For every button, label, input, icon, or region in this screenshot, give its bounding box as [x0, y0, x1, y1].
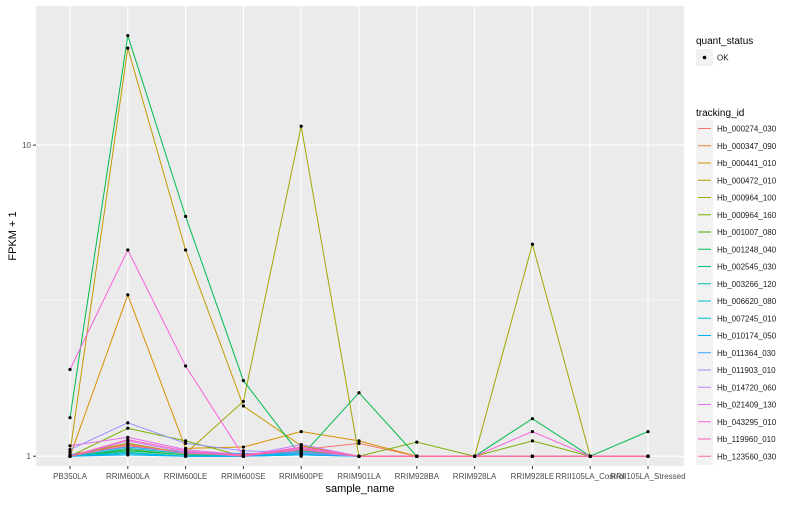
- legend-label-series: Hb_010174_050: [717, 332, 777, 341]
- legend-label-series: Hb_000274_030: [717, 125, 777, 134]
- grid-lines: [36, 6, 684, 466]
- legend-label-series: Hb_000472_010: [717, 176, 777, 185]
- data-point: [126, 438, 130, 442]
- data-point: [530, 417, 535, 421]
- legend-label-series: Hb_021409_130: [717, 401, 777, 410]
- data-point: [126, 442, 130, 447]
- x-tick-label: RRIM928BA: [395, 472, 440, 481]
- legend-label-series: Hb_001007_080: [717, 228, 777, 237]
- data-points: [68, 33, 650, 458]
- data-point: [357, 391, 361, 395]
- data-point: [184, 248, 188, 252]
- data-point: [68, 416, 72, 420]
- data-point: [530, 454, 535, 458]
- legend-title-tracking-id: tracking_id: [696, 108, 744, 119]
- x-tick-label: RRII105LA_Control: [556, 472, 626, 481]
- x-tick-label: RRIM600SE: [221, 472, 265, 481]
- axes: 1 10 PB350LA RRIM600LA RRIM600LE RRIM600SE RRI…: [7, 141, 686, 495]
- data-point: [184, 214, 188, 218]
- data-point: [68, 444, 72, 448]
- data-point: [646, 454, 650, 458]
- data-point: [184, 441, 188, 445]
- x-axis-title: sample_name: [325, 483, 394, 495]
- legend-label-quant-status: OK: [717, 54, 729, 63]
- legend-label-series: Hb_006620_080: [717, 297, 777, 306]
- data-point: [126, 248, 130, 252]
- data-point: [415, 440, 419, 444]
- data-point: [530, 429, 535, 434]
- data-point: [126, 46, 130, 50]
- data-point: [299, 442, 303, 447]
- data-point: [241, 445, 245, 449]
- data-point: [184, 439, 188, 443]
- legend-key-point: [702, 55, 707, 60]
- x-tick-label: RRIM901LA: [337, 472, 381, 481]
- legend-label-series: Hb_011903_010: [717, 366, 776, 375]
- data-point: [299, 448, 303, 452]
- legend-label-series: Hb_007245_010: [717, 314, 777, 323]
- data-point: [68, 450, 72, 454]
- x-tick-label: RRIM600PE: [279, 472, 323, 481]
- data-point: [646, 429, 650, 434]
- data-point: [68, 448, 72, 452]
- data-point: [530, 242, 535, 246]
- legend-label-series: Hb_014720_060: [717, 383, 777, 392]
- data-point: [126, 426, 130, 430]
- legend-label-series: Hb_123560_030: [717, 452, 777, 461]
- data-point: [473, 454, 477, 458]
- y-axis-title: FPKM + 1: [7, 211, 19, 260]
- legend-label-series: Hb_011364_030: [717, 349, 776, 358]
- data-point: [241, 453, 245, 457]
- legend-label-series: Hb_000347_090: [717, 142, 777, 151]
- legend-label-series: Hb_002545_030: [717, 263, 777, 272]
- data-point: [126, 33, 130, 38]
- data-point: [126, 293, 130, 297]
- x-tick-label: PB350LA: [53, 472, 87, 481]
- data-point: [241, 404, 245, 408]
- data-point: [68, 367, 72, 372]
- data-point: [299, 429, 303, 434]
- data-point: [299, 445, 303, 449]
- legend-label-series: Hb_000441_010: [717, 159, 777, 168]
- legend-title-quant-status: quant_status: [696, 36, 753, 47]
- legend-label-series: Hb_000964_100: [717, 194, 777, 203]
- x-tick-label: RRIM600LA: [106, 472, 150, 481]
- data-point: [126, 453, 130, 457]
- x-tick-label: RRIM928LA: [453, 472, 497, 481]
- data-point: [530, 439, 535, 443]
- y-tick-label: 1: [27, 452, 32, 461]
- legend-label-series: Hb_001248_040: [717, 245, 777, 254]
- data-point: [184, 451, 188, 456]
- data-point: [357, 441, 361, 445]
- data-point: [126, 421, 130, 425]
- x-tick-label: RRIM600LE: [164, 472, 208, 481]
- data-point: [357, 439, 361, 443]
- legend-label-series: Hb_119960_010: [717, 435, 776, 444]
- legend-label-series: Hb_043295_010: [717, 418, 777, 427]
- data-point: [299, 450, 303, 454]
- data-point: [415, 454, 419, 458]
- data-point: [241, 378, 245, 383]
- y-tick-label: 10: [22, 141, 31, 150]
- data-point: [184, 454, 188, 458]
- legend: quant_status OK tracking_id Hb_000274_030 Hb…: [696, 36, 777, 465]
- data-point: [68, 454, 72, 458]
- data-point: [184, 449, 188, 453]
- data-point: [357, 454, 361, 458]
- data-point: [126, 445, 130, 449]
- data-point: [184, 364, 188, 368]
- plot-panel: [36, 6, 684, 466]
- legend-label-series: Hb_000964_160: [717, 211, 777, 220]
- x-tick-label: RRII105LA_Stressed: [610, 472, 685, 481]
- data-point: [126, 435, 130, 439]
- data-point: [588, 454, 592, 458]
- x-tick-label: RRIM928LE: [511, 472, 555, 481]
- data-point: [299, 124, 303, 128]
- legend-label-series: Hb_003266_120: [717, 280, 777, 289]
- data-point: [241, 399, 245, 404]
- data-point: [241, 449, 245, 453]
